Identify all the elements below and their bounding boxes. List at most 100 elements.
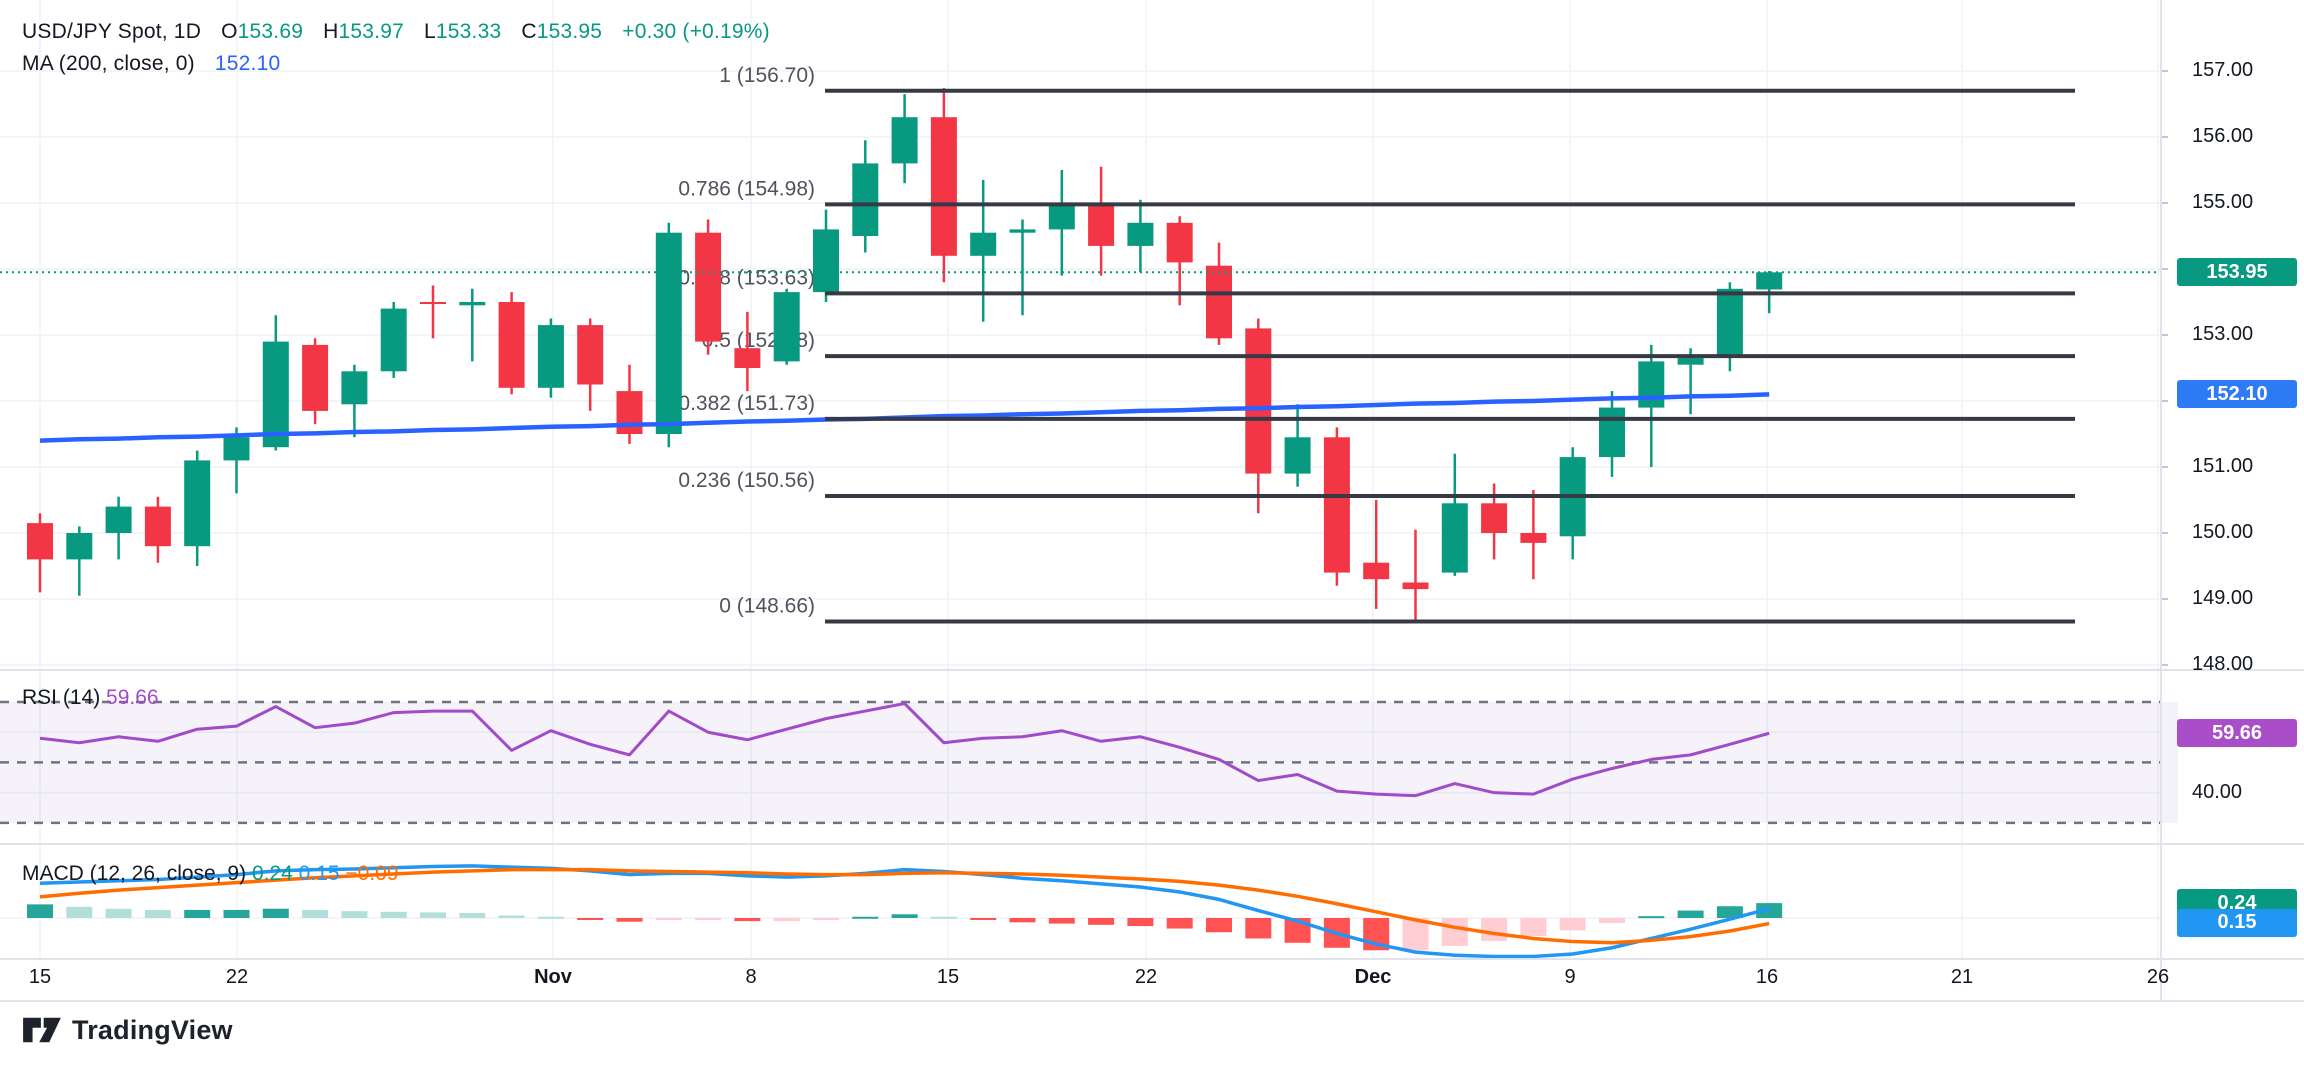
- macd-histogram-bar[interactable]: [262, 908, 289, 918]
- candle-body[interactable]: [773, 292, 800, 362]
- macd-histogram-bar[interactable]: [695, 918, 722, 920]
- candle-body[interactable]: [498, 302, 525, 388]
- candle-body[interactable]: [1245, 328, 1272, 474]
- macd-histogram-bar[interactable]: [1716, 906, 1743, 918]
- candle-body[interactable]: [66, 533, 93, 560]
- macd-histogram-bar[interactable]: [1009, 918, 1036, 923]
- macd-histogram-bar[interactable]: [420, 912, 446, 918]
- candle-body[interactable]: [695, 232, 722, 342]
- macd-histogram-bar[interactable]: [498, 915, 525, 918]
- candle-body[interactable]: [1048, 203, 1075, 230]
- macd-histogram-bar[interactable]: [1756, 903, 1783, 918]
- candle-body[interactable]: [734, 348, 761, 368]
- pane-separator-main-rsi[interactable]: [0, 669, 2304, 671]
- macd-histogram-bar[interactable]: [184, 909, 211, 918]
- candle-body[interactable]: [930, 117, 957, 256]
- candle-body[interactable]: [27, 523, 53, 560]
- macd-histogram-bar[interactable]: [734, 918, 761, 922]
- candle-body[interactable]: [420, 302, 446, 304]
- candle-body[interactable]: [891, 117, 918, 164]
- tradingview-logo[interactable]: TradingView: [22, 1014, 233, 1046]
- candle-body[interactable]: [1088, 203, 1115, 246]
- macd-histogram-bar[interactable]: [1677, 910, 1704, 918]
- macd-histogram-bar[interactable]: [970, 918, 997, 920]
- macd-histogram-bar[interactable]: [1402, 918, 1429, 951]
- macd-histogram-bar[interactable]: [66, 906, 93, 918]
- candle-body[interactable]: [302, 344, 329, 411]
- macd-histogram-bar[interactable]: [891, 914, 918, 918]
- candle-body[interactable]: [1127, 222, 1154, 246]
- symbol-legend[interactable]: USD/JPY Spot, 1D O153.69 H153.97 L153.33…: [22, 20, 770, 44]
- macd-histogram-bar[interactable]: [1088, 918, 1115, 925]
- candle-body[interactable]: [1441, 503, 1468, 573]
- candle-body[interactable]: [577, 325, 604, 385]
- candle-body[interactable]: [262, 341, 289, 448]
- candle-body[interactable]: [1284, 437, 1311, 474]
- macd-signal-line[interactable]: [39, 867, 1770, 945]
- macd-histogram-bar[interactable]: [537, 916, 564, 919]
- candle-body[interactable]: [1677, 358, 1704, 365]
- macd-line[interactable]: [39, 864, 1770, 959]
- macd-histogram-bar[interactable]: [852, 916, 879, 919]
- candle-body[interactable]: [537, 325, 564, 388]
- candle-body[interactable]: [1756, 272, 1783, 290]
- candle-body[interactable]: [1009, 229, 1036, 233]
- macd-histogram-bar[interactable]: [1166, 918, 1193, 929]
- macd-label[interactable]: MACD (12, 26, close, 9): [22, 862, 247, 885]
- candle-body[interactable]: [1166, 222, 1193, 263]
- macd-histogram-bar[interactable]: [577, 918, 604, 920]
- macd-histogram-bar[interactable]: [616, 918, 643, 922]
- candle-body[interactable]: [1206, 265, 1232, 339]
- macd-histogram-bar[interactable]: [302, 909, 329, 918]
- candle-body[interactable]: [1520, 533, 1547, 543]
- ma-legend[interactable]: MA (200, close, 0) 152.10: [22, 52, 280, 76]
- macd-histogram-bar[interactable]: [1599, 918, 1625, 923]
- macd-histogram-bar[interactable]: [1206, 918, 1232, 933]
- macd-histogram-bar[interactable]: [1127, 918, 1154, 927]
- candle-body[interactable]: [970, 232, 997, 256]
- candle-body[interactable]: [655, 232, 682, 434]
- candle-body[interactable]: [813, 229, 839, 293]
- macd-histogram-bar[interactable]: [813, 918, 839, 920]
- candle-body[interactable]: [223, 437, 250, 461]
- macd-histogram-bar[interactable]: [341, 911, 368, 918]
- macd-histogram-bar[interactable]: [223, 909, 250, 918]
- macd-histogram-bar[interactable]: [1048, 918, 1075, 924]
- candle-body[interactable]: [1402, 582, 1429, 590]
- candle-body[interactable]: [616, 391, 643, 434]
- candle-body[interactable]: [1363, 562, 1390, 580]
- rsi-line[interactable]: [39, 702, 1770, 798]
- macd-histogram-bar[interactable]: [105, 908, 132, 918]
- macd-legend[interactable]: MACD (12, 26, close, 9) 0.24 0.15 −0.09: [22, 862, 399, 886]
- candle-body[interactable]: [144, 506, 171, 547]
- candle-body[interactable]: [459, 302, 486, 306]
- macd-histogram-bar[interactable]: [773, 918, 800, 922]
- rsi-legend[interactable]: RSI (14) 59.66: [22, 686, 159, 710]
- macd-histogram-bar[interactable]: [655, 918, 682, 920]
- pane-separator-rsi-macd[interactable]: [0, 843, 2304, 845]
- symbol-title[interactable]: USD/JPY Spot, 1D: [22, 20, 202, 43]
- macd-histogram-bar[interactable]: [380, 911, 407, 918]
- candle-body[interactable]: [1716, 288, 1743, 355]
- candle-body[interactable]: [105, 506, 132, 533]
- candle-body[interactable]: [380, 308, 407, 372]
- candle-body[interactable]: [852, 163, 879, 236]
- macd-histogram-bar[interactable]: [1638, 916, 1665, 919]
- macd-histogram-bar[interactable]: [1245, 918, 1272, 939]
- macd-histogram-bar[interactable]: [1441, 918, 1468, 946]
- candle-body[interactable]: [341, 371, 368, 405]
- macd-histogram-bar[interactable]: [144, 909, 171, 918]
- candle-body[interactable]: [1481, 503, 1508, 533]
- candle-body[interactable]: [1599, 407, 1625, 458]
- candle-body[interactable]: [184, 460, 211, 547]
- macd-histogram-bar[interactable]: [930, 916, 957, 919]
- macd-histogram-bar[interactable]: [1559, 918, 1586, 931]
- ma-label[interactable]: MA (200, close, 0): [22, 52, 195, 75]
- candle-body[interactable]: [1323, 437, 1350, 573]
- macd-histogram-bar[interactable]: [27, 904, 53, 918]
- candle-body[interactable]: [1638, 361, 1665, 408]
- macd-histogram-bar[interactable]: [459, 913, 486, 918]
- rsi-label[interactable]: RSI (14): [22, 686, 101, 709]
- macd-histogram-bar[interactable]: [1520, 918, 1547, 936]
